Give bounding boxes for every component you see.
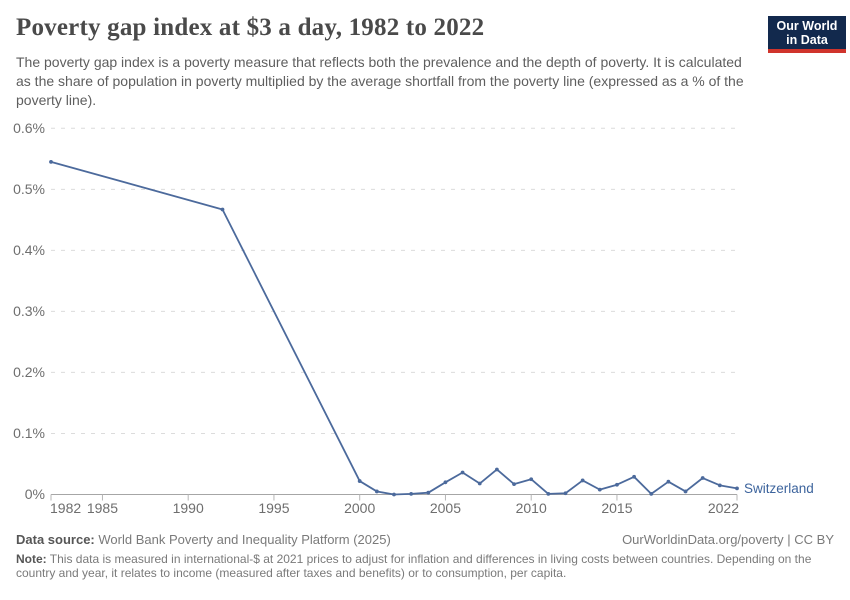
data-point[interactable] bbox=[426, 490, 431, 495]
y-axis-tick-label: 0.5% bbox=[13, 181, 45, 197]
data-point[interactable] bbox=[443, 480, 448, 485]
y-axis-tick-label: 0.2% bbox=[13, 364, 45, 380]
note-label: Note: bbox=[16, 552, 47, 566]
chart-footer: Data source: World Bank Poverty and Ineq… bbox=[16, 532, 834, 580]
data-point[interactable] bbox=[460, 470, 465, 475]
data-point[interactable] bbox=[477, 481, 482, 486]
data-point[interactable] bbox=[495, 467, 499, 472]
x-axis-tick-label: 1990 bbox=[173, 500, 204, 516]
x-axis-tick-label: 1995 bbox=[258, 500, 289, 516]
data-point[interactable] bbox=[580, 478, 585, 483]
y-axis-tick-label: 0.4% bbox=[13, 242, 45, 258]
x-axis-tick-label: 2022 bbox=[708, 500, 739, 516]
x-axis-tick-label: 2010 bbox=[516, 500, 547, 516]
owid-logo-text: Our World in Data bbox=[768, 16, 846, 49]
data-point[interactable] bbox=[597, 487, 602, 492]
series-line[interactable] bbox=[50, 160, 738, 496]
data-point[interactable] bbox=[546, 491, 551, 496]
owid-license-link[interactable]: OurWorldinData.org/poverty | CC BY bbox=[622, 532, 834, 547]
x-axis-tick-label: 2015 bbox=[601, 500, 632, 516]
y-axis-tick-label: 0% bbox=[25, 486, 45, 502]
data-point[interactable] bbox=[220, 207, 225, 212]
note-text: This data is measured in international-$… bbox=[16, 552, 812, 580]
x-axis-tick-label: 1985 bbox=[87, 500, 118, 516]
datasource-text: World Bank Poverty and Inequality Platfo… bbox=[98, 532, 391, 547]
data-point[interactable] bbox=[563, 491, 568, 496]
note-line: Note: This data is measured in internati… bbox=[16, 552, 822, 580]
owid-logo-line1: Our World bbox=[776, 19, 838, 33]
data-point[interactable] bbox=[632, 474, 636, 479]
owid-logo[interactable]: Our World in Data bbox=[768, 16, 846, 53]
x-axis-tick-label: 2005 bbox=[430, 500, 461, 516]
data-point[interactable] bbox=[615, 482, 619, 487]
y-axis-tick-label: 0.1% bbox=[13, 425, 45, 441]
data-point[interactable] bbox=[735, 486, 739, 491]
data-point[interactable] bbox=[49, 159, 53, 164]
owid-logo-line2: in Data bbox=[786, 33, 828, 47]
y-axis-tick-label: 0.3% bbox=[13, 303, 45, 319]
data-point[interactable] bbox=[357, 479, 362, 483]
data-point[interactable] bbox=[666, 479, 671, 484]
data-point[interactable] bbox=[717, 483, 722, 488]
data-point[interactable] bbox=[683, 489, 688, 494]
datasource-label: Data source: bbox=[16, 532, 95, 547]
series-entity-label[interactable]: Switzerland bbox=[744, 481, 814, 496]
data-point[interactable] bbox=[649, 491, 654, 496]
owid-logo-red-bar bbox=[768, 49, 846, 53]
data-point[interactable] bbox=[529, 477, 534, 482]
data-point[interactable] bbox=[512, 482, 516, 487]
line-chart-canvas[interactable]: 0% 0.1% 0.2% 0.3% 0.4% 0.5% 0.6% 1982 1985 1990 19… bbox=[0, 0, 850, 525]
data-point[interactable] bbox=[409, 491, 414, 496]
chart-subtitle: The poverty gap index is a poverty measu… bbox=[16, 54, 744, 108]
y-axis-tick-label: 0.6% bbox=[13, 120, 45, 136]
x-axis-tick-label: 2000 bbox=[344, 500, 375, 516]
x-axis-tick-label: 1982 bbox=[50, 500, 81, 516]
data-point[interactable] bbox=[374, 489, 379, 494]
data-point[interactable] bbox=[392, 492, 396, 497]
data-point[interactable] bbox=[700, 476, 705, 480]
datasource-line: Data source: World Bank Poverty and Ineq… bbox=[16, 532, 391, 547]
page-title: Poverty gap index at $3 a day, 1982 to 2… bbox=[16, 14, 485, 41]
